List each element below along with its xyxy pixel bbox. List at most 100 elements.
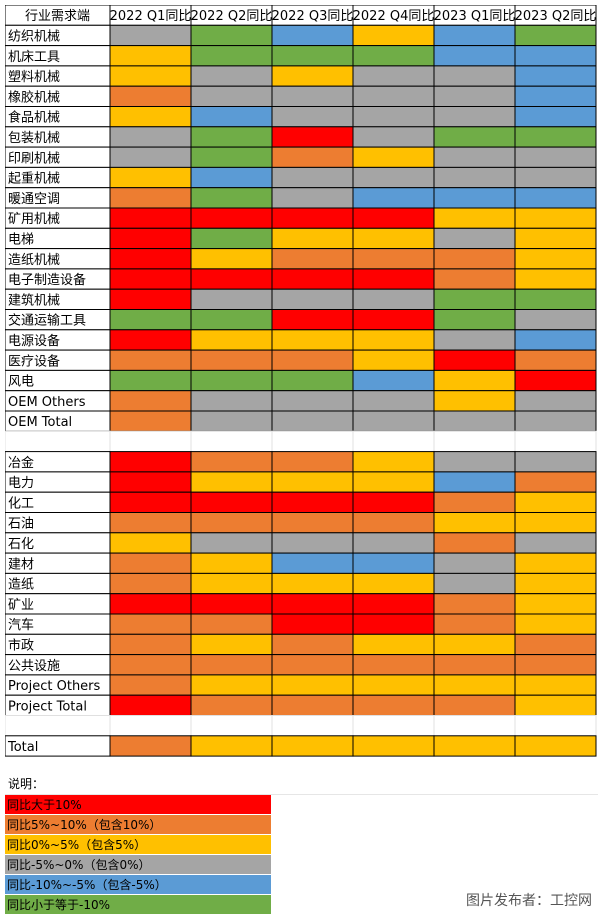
heatmap-cell <box>433 166 516 189</box>
heatmap-cell <box>514 65 597 87</box>
heatmap-cell <box>109 654 192 676</box>
heatmap-cell <box>352 85 435 107</box>
heatmap-cell <box>433 146 516 168</box>
row-label: 医疗设备 <box>8 353 60 369</box>
heatmap-cell <box>109 410 192 432</box>
header-label: 2022 Q2同比 <box>191 9 273 24</box>
row-label: 矿用机械 <box>8 212 60 227</box>
heatmap-cell <box>433 512 516 534</box>
heatmap-cell <box>352 288 435 311</box>
heatmap-cell <box>271 694 354 717</box>
heatmap-cell <box>190 106 273 128</box>
heatmap-cell <box>190 268 273 290</box>
heatmap-cell <box>271 654 354 676</box>
row-label: 化工 <box>8 496 34 511</box>
heatmap-cell <box>352 613 435 635</box>
heatmap-cell <box>190 430 273 453</box>
heatmap-cell <box>514 329 597 351</box>
row-label: 橡胶机械 <box>8 89 60 105</box>
row-label: 包装机械 <box>8 131 60 146</box>
heatmap-cell <box>514 593 597 615</box>
heatmap-cell <box>190 187 273 209</box>
heatmap-table: 行业需求端 2022 Q1同比 2022 Q2同比 2022 Q3同比 2022 Q4同… <box>5 5 597 757</box>
heatmap-cell <box>352 451 435 473</box>
row-label: 暖通空调 <box>8 192 60 207</box>
heatmap-cell <box>514 654 597 676</box>
heatmap-cell <box>190 552 273 574</box>
heatmap-cell <box>433 410 516 432</box>
row-label: 起重机械 <box>8 171 60 187</box>
heatmap-cell <box>514 491 597 514</box>
heatmap-cell <box>514 735 597 757</box>
heatmap-cell <box>109 430 192 453</box>
heatmap-cell <box>352 106 435 128</box>
heatmap-cell <box>433 85 516 107</box>
heatmap-cell <box>190 24 273 47</box>
heatmap-cell <box>109 248 192 270</box>
heatmap-cell <box>352 146 435 168</box>
heatmap-cell <box>352 633 435 656</box>
row-label: 建筑机械 <box>8 292 60 308</box>
legend-item: 同比5%~10%（包含10%） <box>5 815 271 835</box>
heatmap-cell <box>433 349 516 371</box>
heatmap-cell <box>433 451 516 473</box>
heatmap-cell <box>271 207 354 229</box>
row-label: OEM Total <box>8 415 72 430</box>
heatmap-cell <box>352 430 435 453</box>
legend-item: 同比0%~5%（包含5%） <box>5 835 271 855</box>
heatmap-cell <box>514 268 597 290</box>
heatmap-cell <box>271 674 354 696</box>
heatmap-cell <box>514 349 597 371</box>
row-label: 建材 <box>8 557 34 572</box>
heatmap-cell <box>190 694 273 717</box>
heatmap-cell <box>190 349 273 371</box>
header-label: 2023 Q1同比 <box>434 9 516 24</box>
heatmap-cell <box>433 309 516 331</box>
heatmap-cell <box>271 735 354 757</box>
heatmap-cell <box>352 268 435 290</box>
heatmap-cell <box>190 654 273 676</box>
heatmap-cell <box>352 512 435 534</box>
heatmap-cell <box>514 187 597 209</box>
heatmap-cell <box>352 248 435 270</box>
legend-item: 同比-10%~-5%（包含-5%） <box>5 875 271 895</box>
heatmap-cell <box>109 126 192 148</box>
heatmap-cell <box>514 207 597 229</box>
row-label: 塑料机械 <box>8 70 60 85</box>
heatmap-cell <box>271 552 354 574</box>
heatmap-cell <box>271 512 354 534</box>
heatmap-cell <box>433 288 516 311</box>
heatmap-cell <box>514 613 597 635</box>
heatmap-cell <box>271 85 354 107</box>
heatmap-cell <box>514 309 597 331</box>
heatmap-cell <box>352 65 435 87</box>
heatmap-cell <box>433 390 516 412</box>
row-label: 市政 <box>8 637 34 653</box>
heatmap-cell <box>190 166 273 189</box>
heatmap-cell <box>433 65 516 87</box>
heatmap-cell <box>433 471 516 493</box>
heatmap-cell <box>190 410 273 432</box>
heatmap-cell <box>271 187 354 209</box>
heatmap-cell <box>109 715 192 737</box>
heatmap-cell <box>271 451 354 473</box>
row-label: 食品机械 <box>8 110 60 126</box>
row-label: Project Others <box>8 679 101 694</box>
heatmap-cell <box>433 593 516 615</box>
heatmap-cell <box>433 45 516 67</box>
heatmap-cell <box>271 309 354 331</box>
heatmap-cell <box>109 491 192 514</box>
heatmap-cell <box>271 106 354 128</box>
heatmap-cell <box>433 735 516 757</box>
heatmap-cell <box>109 471 192 493</box>
heatmap-cell <box>190 593 273 615</box>
heatmap-cell <box>271 288 354 311</box>
heatmap-cell <box>190 85 273 107</box>
heatmap-cell <box>190 65 273 87</box>
heatmap-cell <box>190 369 273 392</box>
row-label: 造纸 <box>8 578 34 593</box>
heatmap-cell <box>190 207 273 229</box>
heatmap-cell <box>271 532 354 554</box>
heatmap-cell <box>109 268 192 290</box>
heatmap-cell <box>352 552 435 574</box>
